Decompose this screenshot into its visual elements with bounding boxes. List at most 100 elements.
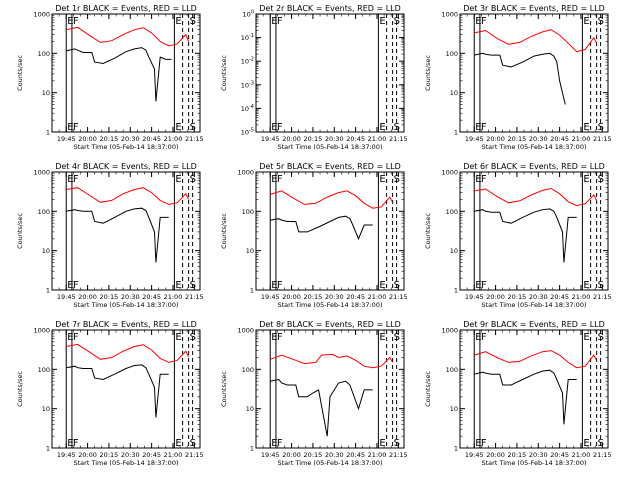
- y-tick-label: 10: [42, 405, 50, 413]
- event-marker-label: E: [583, 332, 589, 343]
- panel-det-1: Det 1r BLACK = Events, RED = LLD 1 10 100 10…: [16, 4, 204, 151]
- x-tick-label: 19:45: [57, 293, 76, 301]
- y-axis-label: Counts/sec: [220, 55, 228, 91]
- event-marker-label: F: [73, 122, 79, 133]
- x-tick-label: 21:00: [368, 293, 387, 301]
- x-tick-label: 20:00: [282, 135, 301, 143]
- event-marker-label: E: [379, 174, 385, 185]
- event-marker-label: E: [271, 280, 277, 291]
- panel-title: Det 6r BLACK = Events, RED = LLD: [463, 162, 605, 171]
- panel-title: Det 2r BLACK = Events, RED = LLD: [259, 4, 401, 13]
- y-tick-label: 100: [242, 208, 254, 216]
- y-tick-label: 1: [454, 129, 458, 137]
- y-tick-label: 100: [446, 50, 458, 58]
- panel-det-4: Det 4r BLACK = Events, RED = LLD 1 10 100 10…: [16, 162, 204, 309]
- y-axis-label: Counts/sec: [16, 55, 24, 91]
- x-tick-label: 21:00: [572, 451, 591, 459]
- panel-title: Det 8r BLACK = Events, RED = LLD: [259, 320, 401, 329]
- event-marker-label: S: [598, 122, 604, 133]
- event-marker-label: F: [277, 174, 283, 185]
- x-tick-label: 20:30: [121, 293, 140, 301]
- x-tick-label: 20:00: [486, 135, 505, 143]
- event-rate-line: [270, 215, 373, 241]
- event-marker-label: E: [271, 332, 277, 343]
- y-tick-label: 100: [446, 366, 458, 374]
- x-tick-label: 20:15: [100, 293, 119, 301]
- x-axis-label: Start Time (05-Feb-14 18:37:00): [278, 301, 383, 309]
- event-marker-label: F: [73, 16, 79, 27]
- event-marker-label: F: [481, 16, 487, 27]
- event-marker-label: E: [271, 122, 277, 133]
- event-marker-label: E: [271, 174, 277, 185]
- panel-title: Det 3r BLACK = Events, RED = LLD: [463, 4, 605, 13]
- x-tick-label: 21:15: [185, 451, 204, 459]
- x-axis-label: Start Time (05-Feb-14 18:37:00): [278, 143, 383, 151]
- x-tick-label: 20:30: [529, 135, 548, 143]
- y-tick-label: 10-2: [241, 57, 254, 66]
- panel-det-6: Det 6r BLACK = Events, RED = LLD 1 10 100 10…: [424, 162, 612, 309]
- plot-frame: [459, 171, 609, 291]
- x-tick-label: 21:00: [164, 293, 183, 301]
- plot-frame: [51, 329, 201, 449]
- event-marker-label: E: [67, 16, 73, 27]
- lld-rate-line: [270, 190, 394, 209]
- y-tick-label: 1000: [237, 327, 254, 335]
- event-marker-label: S: [598, 332, 604, 343]
- plot-frame: [51, 171, 201, 291]
- event-marker-label: E: [583, 174, 589, 185]
- x-tick-label: 21:15: [593, 451, 612, 459]
- x-tick-label: 21:15: [593, 135, 612, 143]
- y-tick-label: 1000: [33, 327, 50, 335]
- y-tick-label: 1000: [441, 169, 458, 177]
- event-marker-label: F: [481, 174, 487, 185]
- x-tick-label: 20:30: [325, 135, 344, 143]
- x-axis-label: Start Time (05-Feb-14 18:37:00): [482, 143, 587, 151]
- x-tick-label: 19:45: [57, 451, 76, 459]
- x-tick-label: 20:00: [486, 293, 505, 301]
- event-marker-label: S: [190, 122, 196, 133]
- y-tick-label: 10: [42, 89, 50, 97]
- event-rate-line: [66, 364, 169, 418]
- x-tick-label: 19:45: [261, 135, 280, 143]
- x-tick-label: 21:00: [164, 451, 183, 459]
- y-tick-label: 10: [450, 89, 458, 97]
- event-marker-label: E: [175, 16, 181, 27]
- event-marker-label: E: [175, 174, 181, 185]
- event-marker-label: S: [394, 174, 400, 185]
- y-tick-label: 1: [454, 445, 458, 453]
- event-rate-line: [474, 369, 577, 425]
- x-axis-label: Start Time (05-Feb-14 18:37:00): [482, 459, 587, 467]
- x-tick-label: 20:15: [508, 451, 527, 459]
- y-tick-label: 10: [42, 247, 50, 255]
- x-tick-label: 20:45: [550, 293, 569, 301]
- x-tick-label: 20:15: [304, 135, 323, 143]
- x-tick-label: 20:00: [78, 293, 97, 301]
- event-marker-label: E: [379, 122, 385, 133]
- plot-frame: [255, 171, 405, 291]
- y-tick-label: 1000: [33, 11, 50, 19]
- x-tick-label: 20:15: [304, 293, 323, 301]
- panel-title: Det 7r BLACK = Events, RED = LLD: [55, 320, 197, 329]
- y-tick-label: 10-3: [241, 80, 254, 89]
- event-marker-label: E: [475, 280, 481, 291]
- x-tick-label: 19:45: [261, 293, 280, 301]
- x-tick-label: 20:30: [529, 293, 548, 301]
- event-marker-label: S: [598, 174, 604, 185]
- x-tick-label: 20:45: [346, 451, 365, 459]
- x-tick-label: 19:45: [465, 135, 484, 143]
- event-marker-label: E: [67, 280, 73, 291]
- event-marker-label: S: [190, 438, 196, 449]
- event-marker-label: E: [67, 332, 73, 343]
- x-axis-label: Start Time (05-Feb-14 18:37:00): [482, 301, 587, 309]
- event-marker-label: S: [190, 332, 196, 343]
- panel-det-5: Det 5r BLACK = Events, RED = LLD 1 10 100 10…: [220, 162, 408, 309]
- y-tick-label: 10: [450, 405, 458, 413]
- y-tick-label: 100: [243, 10, 254, 19]
- event-marker-label: S: [394, 16, 400, 27]
- event-marker-label: E: [475, 174, 481, 185]
- event-rate-line: [474, 52, 566, 105]
- x-tick-label: 21:15: [389, 451, 408, 459]
- x-tick-label: 21:00: [368, 135, 387, 143]
- x-tick-label: 20:45: [550, 135, 569, 143]
- plot-frame: [51, 13, 201, 133]
